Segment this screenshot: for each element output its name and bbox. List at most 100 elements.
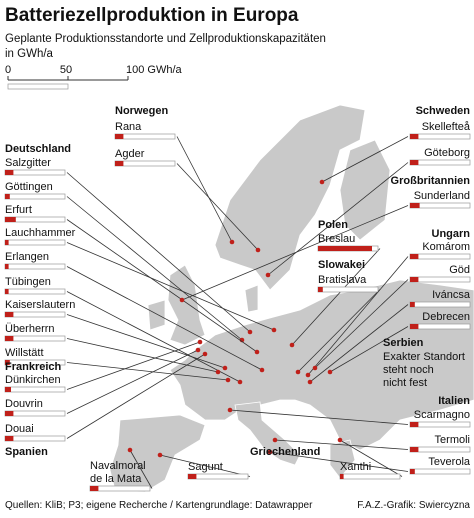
capacity-bar [5,240,9,245]
site-dot [319,179,325,185]
country-name: Deutschland [5,143,71,155]
capacity-track [4,263,66,270]
site-dot [327,369,333,375]
site-name: Erfurt [5,204,32,216]
capacity-bar [318,246,372,251]
capacity-track [4,311,66,318]
site-dot [237,379,243,385]
capacity-track [409,301,471,308]
capacity-bar [5,170,14,175]
site-dot [272,437,278,443]
site-name: Agder [115,148,145,160]
country-name: Ungarn [432,228,471,240]
leader-line [66,172,251,333]
capacity-bar [188,474,197,479]
capacity-bar [115,161,124,166]
capacity-bar [410,469,415,474]
capacity-track [409,446,471,453]
capacity-bar [410,203,420,208]
leader-line [321,136,409,183]
leader-line [66,338,219,373]
site-name: Scarmagno [414,409,470,421]
capacity-bar [410,277,419,282]
capacity-bar [5,411,14,416]
site-dot [157,452,163,458]
capacity-bar [5,312,14,317]
site-name: Göttingen [5,181,53,193]
subtitle: Geplante Produktionsstandorte und Zellpr… [5,33,326,45]
leader-line [291,248,381,346]
capacity-bar [5,264,9,269]
scale-track [7,83,69,90]
site-name: Xanthi [340,461,371,473]
capacity-track [89,485,151,492]
leader-line [129,449,153,489]
capacity-track [4,335,66,342]
site-dot [259,367,265,373]
capacity-track [114,133,176,140]
credit: F.A.Z.-Grafik: Swiercyzna [357,500,470,511]
site-name: Skellefteå [422,121,471,133]
leader-line [66,353,206,439]
finland [339,139,391,241]
capacity-bar [5,289,9,294]
leader-line [176,163,259,251]
italy [234,401,301,466]
site-name: Sunderland [414,190,470,202]
iberia [109,414,206,493]
country-name: Slowakei [318,259,365,271]
leader-line [159,454,251,477]
leader-line [66,242,275,331]
site-dot [197,339,203,345]
leader-line [274,439,409,450]
site-name: Breslau [318,233,355,245]
site-dot [227,407,233,413]
leader-line [269,451,409,472]
site-name: Kaiserslautern [5,299,75,311]
capacity-track [4,435,66,442]
capacity-track [4,410,66,417]
capacity-bar [5,217,16,222]
capacity-track [4,239,66,246]
leader-line [66,341,201,390]
site-name: Erlangen [5,251,49,263]
country-name: Großbritannien [391,175,471,187]
ireland [147,299,166,331]
capacity-track [4,386,66,393]
site-dot [202,351,208,357]
leader-line [297,289,381,373]
leader-line [267,162,409,276]
site-dot [222,365,228,371]
capacity-track [409,133,471,140]
leader-line [329,326,409,373]
site-name: Komárom [422,241,470,253]
capacity-bar [90,486,99,491]
site-dot [195,347,201,353]
capacity-bar [410,324,419,329]
capacity-bar [5,336,14,341]
site-dot [265,272,271,278]
leader-line [66,196,243,341]
site-name: Douai [5,423,34,435]
country-name: Serbien [383,337,424,349]
site-dot [312,365,318,371]
site-name: Göteborg [424,147,470,159]
leader-line [66,266,263,371]
site-dot [271,327,277,333]
denmark [244,284,259,313]
site-dot [229,239,235,245]
leader-line [66,349,199,414]
note: nicht fest [383,377,427,389]
country-name: Griechenland [250,446,320,458]
capacity-bar [318,287,323,292]
capacity-track [114,160,176,167]
title: Batteriezellproduktion in Europa [5,5,299,26]
capacity-track [409,323,471,330]
capacity-bar [410,160,419,165]
capacity-bar [5,387,11,392]
leader-line [181,205,409,301]
site-name: Göd [449,264,470,276]
scale-tick-label: 50 [60,64,72,76]
capacity-track [409,159,471,166]
